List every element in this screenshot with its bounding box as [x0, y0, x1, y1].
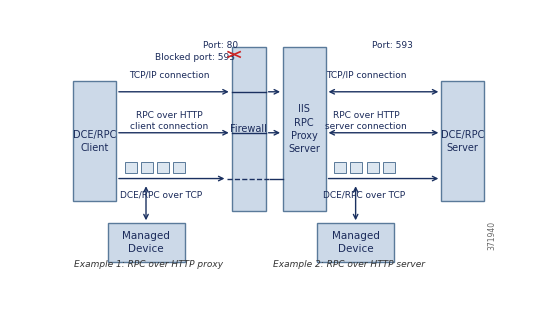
- Text: Managed
Device: Managed Device: [122, 231, 170, 254]
- Bar: [367, 162, 379, 173]
- Bar: [141, 162, 153, 173]
- Text: DCE/RPC over TCP: DCE/RPC over TCP: [323, 191, 405, 200]
- Text: Example 2: RPC over HTTP server: Example 2: RPC over HTTP server: [273, 260, 425, 269]
- Text: Port: 80: Port: 80: [203, 41, 238, 50]
- Bar: [283, 47, 326, 211]
- Text: TCP/IP connection: TCP/IP connection: [129, 71, 210, 80]
- Text: RPC over HTTP
client connection: RPC over HTTP client connection: [130, 111, 209, 131]
- Text: TCP/IP connection: TCP/IP connection: [326, 71, 407, 80]
- Bar: [351, 162, 363, 173]
- Text: RPC over HTTP
server connection: RPC over HTTP server connection: [326, 111, 407, 131]
- Text: Blocked port: 593: Blocked port: 593: [155, 53, 235, 62]
- Bar: [108, 223, 184, 262]
- Bar: [317, 223, 394, 262]
- Text: 371940: 371940: [487, 221, 496, 250]
- Text: Example 1: RPC over HTTP proxy: Example 1: RPC over HTTP proxy: [73, 260, 222, 269]
- Text: Port: 593: Port: 593: [371, 41, 412, 50]
- Bar: [173, 162, 185, 173]
- Bar: [73, 81, 116, 202]
- Bar: [441, 81, 484, 202]
- Text: Firewall: Firewall: [230, 124, 267, 134]
- Bar: [232, 47, 266, 211]
- Text: Managed
Device: Managed Device: [332, 231, 380, 254]
- Text: DCE/RPC
Client: DCE/RPC Client: [73, 130, 116, 153]
- Text: DCE/RPC over TCP: DCE/RPC over TCP: [120, 191, 202, 200]
- Bar: [125, 162, 136, 173]
- Bar: [157, 162, 169, 173]
- Text: DCE/RPC
Server: DCE/RPC Server: [441, 130, 484, 153]
- Text: IIS
RPC
Proxy
Server: IIS RPC Proxy Server: [288, 104, 320, 154]
- Bar: [383, 162, 395, 173]
- Bar: [335, 162, 346, 173]
